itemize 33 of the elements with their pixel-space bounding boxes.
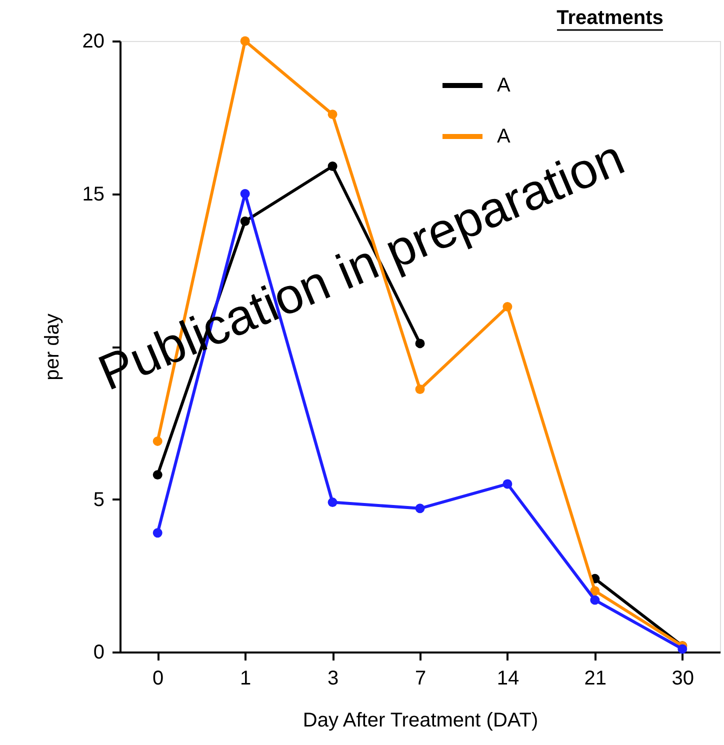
point — [152, 470, 162, 480]
x-tick-label: 7 — [414, 668, 426, 690]
point — [240, 189, 250, 198]
x-tick-label: 21 — [584, 668, 607, 690]
y-axis-title: per day — [41, 314, 64, 380]
x-axis-title: Day After Treatment (DAT) — [302, 710, 538, 732]
x-tick-label: 1 — [240, 668, 252, 690]
x-tick-label: 30 — [672, 668, 694, 690]
y-tick-label: 20 — [82, 30, 104, 52]
legend-title: Treatments — [556, 7, 664, 29]
point — [152, 436, 162, 446]
point — [240, 216, 250, 226]
point — [152, 528, 162, 538]
point — [502, 302, 512, 312]
point — [328, 162, 338, 171]
point — [590, 586, 600, 596]
point — [328, 110, 338, 120]
y-tick-label: 15 — [82, 183, 104, 206]
x-tick-label: 3 — [327, 668, 339, 690]
legend-label: A — [497, 126, 511, 148]
point — [590, 595, 600, 605]
y-tick-label: 0 — [93, 642, 104, 664]
y-tick-label: 5 — [93, 488, 104, 511]
legend-label: A — [497, 74, 511, 96]
point — [240, 36, 250, 46]
point — [415, 504, 425, 514]
point — [678, 644, 688, 654]
point — [415, 338, 425, 348]
x-tick-label: 14 — [496, 668, 520, 690]
point — [415, 384, 425, 394]
point — [328, 498, 338, 508]
point — [502, 479, 512, 489]
x-tick-label: 0 — [152, 668, 164, 690]
